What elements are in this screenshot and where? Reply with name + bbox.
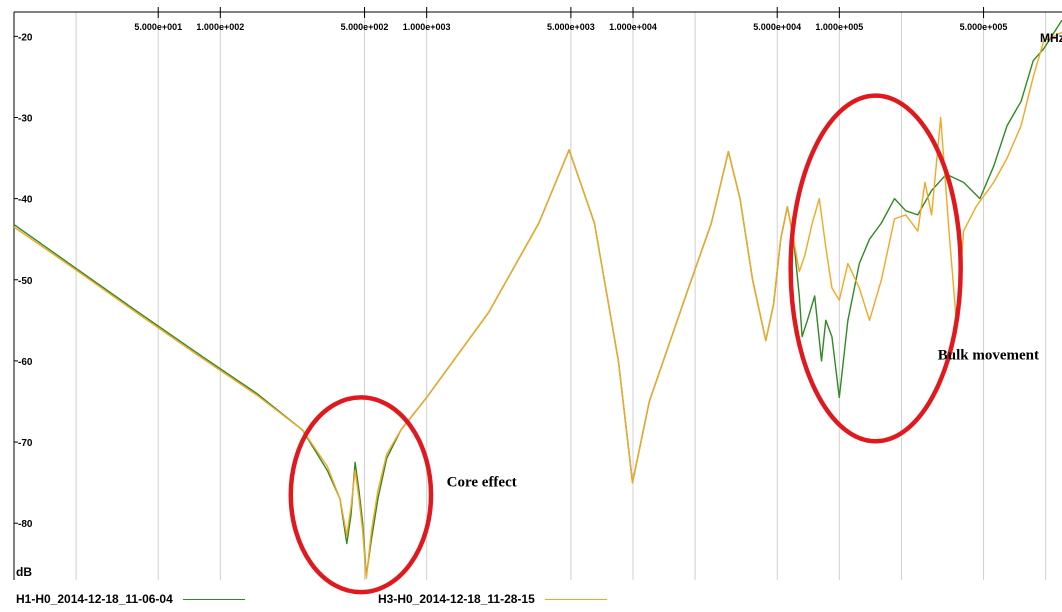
x-tick-label: 5.000e+005 xyxy=(960,22,1008,32)
x-tick-label: 1.000e+003 xyxy=(403,22,451,32)
y-tick-label: -20 xyxy=(18,32,33,43)
legend-item-series-2: H3-H0_2014-12-18_11-28-15 xyxy=(378,592,607,606)
x-tick-label: 1.000e+004 xyxy=(609,22,657,32)
y-tick-label: -30 xyxy=(18,113,33,124)
x-tick-label: 5.000e+003 xyxy=(547,22,595,32)
highlight-ellipses xyxy=(291,96,961,593)
y-tick-label: -60 xyxy=(18,357,33,368)
x-unit-label: MHz xyxy=(1040,31,1062,45)
series-line-2 xyxy=(14,32,1062,578)
x-tick-label: 5.000e+002 xyxy=(341,22,389,32)
legend-swatch-series-2 xyxy=(545,599,607,600)
annotations: Core effect Bulk movement xyxy=(447,347,1039,490)
axes: 5.000e+001 1.000e+002 5.000e+002 1.000e+003… xyxy=(14,7,1062,580)
gridlines xyxy=(76,12,1046,580)
legend-swatch-series-1 xyxy=(183,599,245,600)
highlight-ellipse-1 xyxy=(291,397,431,592)
x-tick-label: 1.000e+005 xyxy=(815,22,863,32)
legend-label-series-2: H3-H0_2014-12-18_11-28-15 xyxy=(378,592,535,606)
highlight-ellipse-2 xyxy=(791,96,961,442)
x-tick-label: 5.000e+004 xyxy=(753,22,801,32)
y-tick-label: -40 xyxy=(18,195,33,206)
annotation-2: Bulk movement xyxy=(938,347,1039,363)
legend-label-series-1: H1-H0_2014-12-18_11-06-04 xyxy=(16,592,173,606)
y-tick-label: -70 xyxy=(18,438,33,449)
y-tick-label: -80 xyxy=(18,519,33,530)
y-tick-label: -50 xyxy=(18,276,33,287)
annotation-1: Core effect xyxy=(447,475,517,491)
y-unit-label: dB xyxy=(16,565,32,579)
legend-item-series-1: H1-H0_2014-12-18_11-06-04 xyxy=(16,592,245,606)
x-tick-label: 1.000e+002 xyxy=(196,22,244,32)
x-tick-label: 5.000e+001 xyxy=(134,22,182,32)
